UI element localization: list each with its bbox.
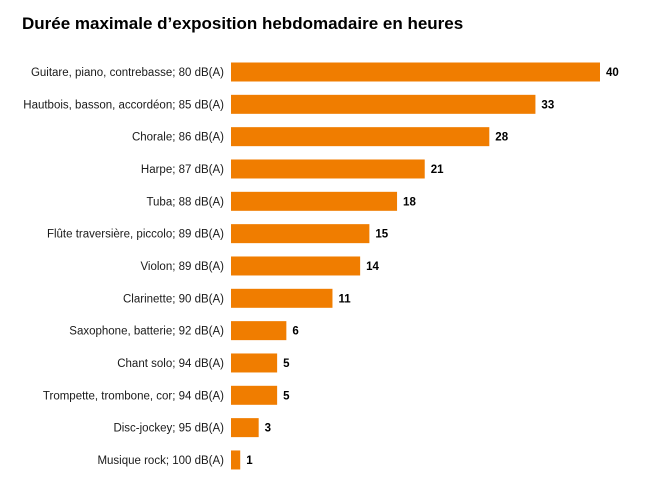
value-label: 3 bbox=[265, 423, 271, 435]
category-label: Saxophone, batterie; 92 dB(A) bbox=[69, 326, 224, 338]
value-label: 33 bbox=[541, 99, 554, 111]
value-label: 11 bbox=[338, 293, 351, 305]
value-label: 5 bbox=[283, 358, 290, 370]
category-label: Chorale; 86 dB(A) bbox=[132, 132, 224, 144]
value-label: 40 bbox=[606, 67, 619, 79]
bar bbox=[231, 94, 536, 114]
bar bbox=[231, 191, 398, 211]
value-label: 21 bbox=[431, 164, 444, 176]
value-label: 15 bbox=[375, 229, 388, 241]
bar bbox=[231, 353, 278, 373]
category-label: Tuba; 88 dB(A) bbox=[146, 196, 224, 208]
bar bbox=[231, 288, 333, 308]
category-label: Trompette, trombone, cor; 94 dB(A) bbox=[43, 390, 224, 402]
bar bbox=[231, 224, 370, 244]
category-label: Flûte traversière, piccolo; 89 dB(A) bbox=[47, 229, 224, 241]
value-label: 5 bbox=[283, 390, 290, 402]
value-label: 28 bbox=[495, 132, 508, 144]
category-label: Musique rock; 100 dB(A) bbox=[97, 455, 224, 467]
category-label: Hautbois, basson, accordéon; 85 dB(A) bbox=[23, 99, 224, 111]
category-label: Chant solo; 94 dB(A) bbox=[117, 358, 224, 370]
value-label: 1 bbox=[246, 455, 253, 467]
bar bbox=[231, 127, 490, 147]
bar bbox=[231, 385, 278, 405]
value-label: 14 bbox=[366, 261, 379, 273]
category-label: Guitare, piano, contrebasse; 80 dB(A) bbox=[31, 67, 224, 79]
bar bbox=[231, 450, 241, 470]
bar bbox=[231, 321, 287, 341]
bar bbox=[231, 62, 600, 82]
bar bbox=[231, 256, 361, 276]
bar bbox=[231, 159, 425, 179]
value-label: 18 bbox=[403, 196, 416, 208]
bar bbox=[231, 418, 259, 438]
category-label: Clarinette; 90 dB(A) bbox=[123, 293, 224, 305]
chart-title: Durée maximale d’exposition hebdomadaire… bbox=[22, 14, 464, 33]
category-label: Violon; 89 dB(A) bbox=[140, 261, 224, 273]
category-label: Harpe; 87 dB(A) bbox=[141, 164, 224, 176]
value-label: 6 bbox=[292, 326, 298, 338]
category-label: Disc-jockey; 95 dB(A) bbox=[113, 423, 224, 435]
